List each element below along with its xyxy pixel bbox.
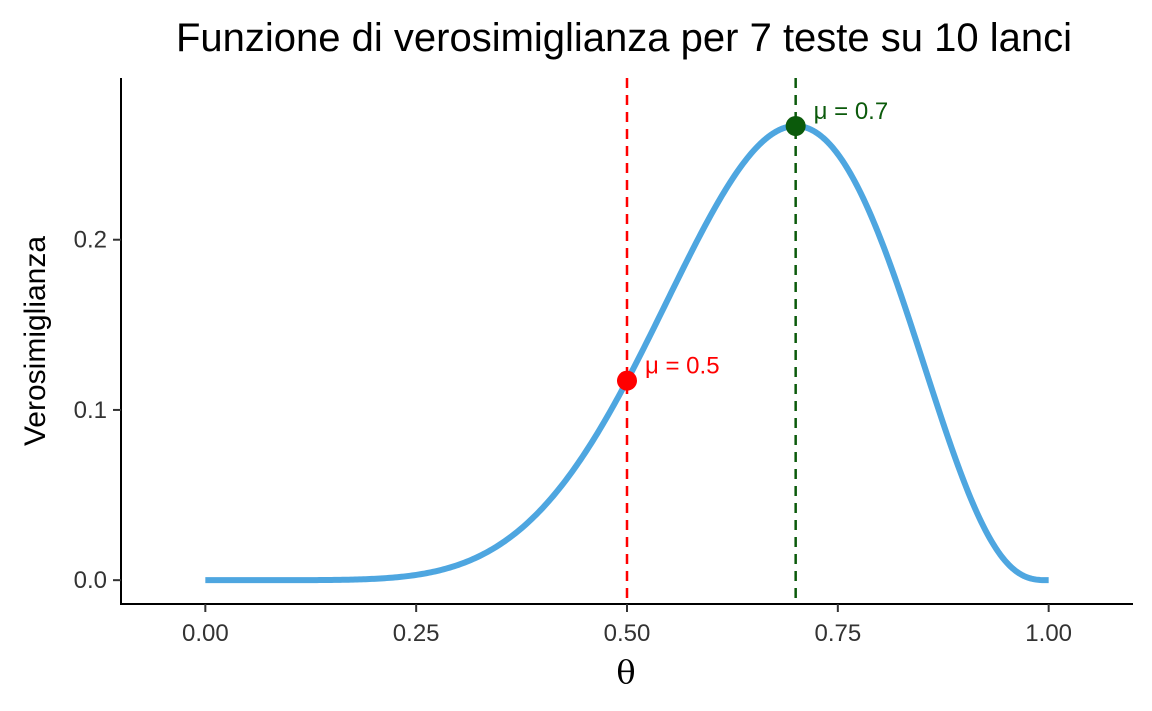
x-tick-label: 1.00 <box>1025 620 1072 647</box>
y-axis-title: Verosimiglianza <box>19 236 52 446</box>
highlight-point-0 <box>617 370 637 391</box>
y-tick-label: 0.0 <box>74 567 107 594</box>
y-axis-ticks: 0.0 0.1 0.2 <box>74 227 121 594</box>
x-tick-label: 0.75 <box>814 620 861 647</box>
y-tick-label: 0.2 <box>74 227 107 254</box>
x-tick-label: 0.50 <box>604 620 651 647</box>
x-axis-title: θ <box>616 653 635 691</box>
plot-area: μ = 0.5 μ = 0.7 <box>204 78 1050 604</box>
y-tick-label: 0.1 <box>74 397 107 424</box>
x-tick-label: 0.25 <box>393 620 440 647</box>
highlight-point-1 <box>785 116 806 137</box>
x-axis-ticks: 0.00 0.25 0.50 0.75 1.00 <box>182 604 1072 647</box>
chart-title: Funzione di verosimiglianza per 7 teste … <box>176 16 1072 60</box>
point-label-1: μ = 0.7 <box>814 98 889 125</box>
x-tick-label: 0.00 <box>182 620 229 647</box>
point-label-0: μ = 0.5 <box>645 353 720 380</box>
